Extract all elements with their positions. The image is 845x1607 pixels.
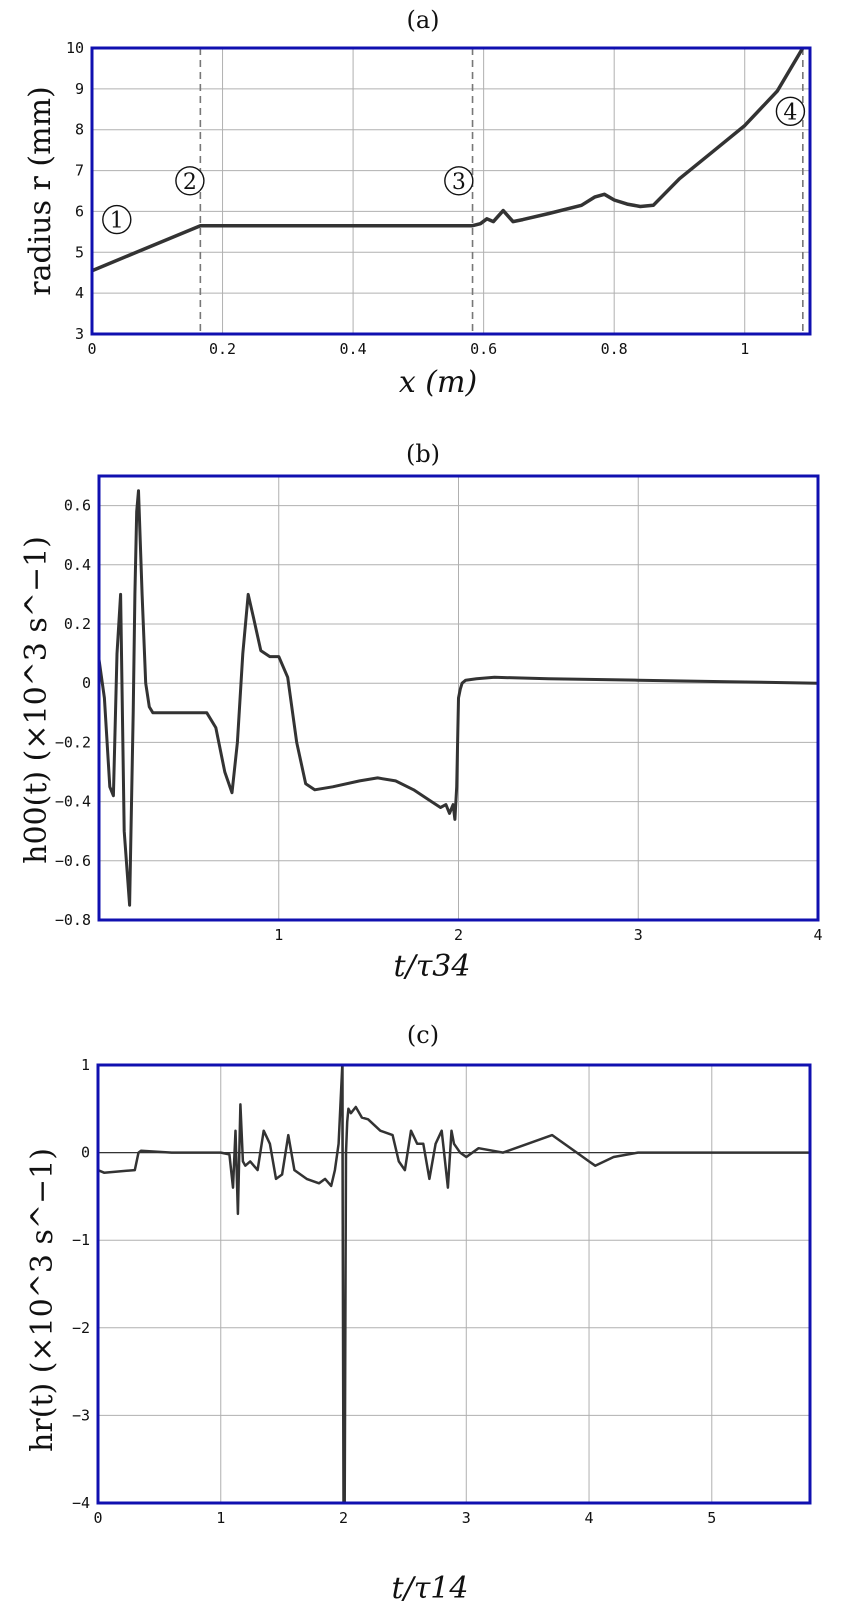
x-tick-label: 0.6 <box>470 340 497 358</box>
region-marker: 4 <box>775 96 806 127</box>
y-tick-label: 4 <box>75 284 84 302</box>
region-marker-label: 1 <box>110 209 124 234</box>
y-tick-label: 5 <box>75 243 84 261</box>
y-tick-label: 1 <box>81 1056 90 1074</box>
y-tick-label: −2 <box>72 1319 90 1337</box>
panel-b: (b) 1 2 3 4 −0.8 −0.6 −0.4 −0.2 0 0.2 0.4 0.6 t/τ34… <box>19 440 823 984</box>
region-marker: 2 <box>175 166 205 196</box>
plot-frame <box>96 1063 812 1505</box>
x-tick-label: 4 <box>813 926 822 944</box>
x-axis-label: t/τ34 <box>394 949 471 984</box>
tick-labels: 1 2 3 4 −0.8 −0.6 −0.4 −0.2 0 0.2 0.4 0.6 <box>55 497 823 944</box>
series-line <box>91 47 805 273</box>
y-axis-label: radius r (mm) <box>23 86 58 295</box>
grid <box>97 1064 810 1504</box>
series-line <box>97 1063 810 1505</box>
x-tick-label: 0.2 <box>209 340 236 358</box>
panel-c: (c) 0 1 2 3 4 5 −4 −3 −2 −1 0 1 t/τ14 hr(t) (×10^3 … <box>25 1021 812 1606</box>
y-axis-label: hr(t) (×10^3 s^−1) <box>25 1148 60 1452</box>
region-marker-circle <box>175 166 205 196</box>
region-marker-label: 2 <box>183 170 197 195</box>
x-tick-label: 3 <box>634 926 643 944</box>
x-axis-label: x (m) <box>399 365 477 400</box>
panel-a: (a) 0 0.2 0.4 0.6 0.8 1 3 4 5 6 7 8 9 10 1 2 3 4 x (m) r… <box>23 6 812 400</box>
region-marker-label: 4 <box>783 100 797 125</box>
x-tick-label: 2 <box>339 1509 348 1527</box>
y-tick-label: 3 <box>75 325 84 343</box>
y-tick-label: −1 <box>72 1231 90 1249</box>
x-tick-label: 0 <box>87 340 96 358</box>
region-marker-circle <box>444 166 474 196</box>
tick-labels: 0 0.2 0.4 0.6 0.8 1 3 4 5 6 7 8 9 10 <box>66 39 749 358</box>
y-tick-label: −4 <box>72 1494 90 1512</box>
x-axis-label: t/τ14 <box>392 1571 469 1606</box>
y-tick-label: 0.4 <box>64 556 91 574</box>
series-line <box>97 489 819 907</box>
x-tick-label: 1 <box>216 1509 225 1527</box>
y-axis-label: h00(t) (×10^3 s^−1) <box>19 536 54 864</box>
y-tick-label: 0.6 <box>64 497 91 515</box>
y-tick-label: 7 <box>75 162 84 180</box>
y-tick-label: −0.8 <box>55 911 91 929</box>
y-tick-label: −0.4 <box>55 793 91 811</box>
x-tick-label: 3 <box>462 1509 471 1527</box>
x-tick-label: 5 <box>707 1509 716 1527</box>
y-tick-label: −3 <box>72 1406 90 1424</box>
tick-labels: 0 1 2 3 4 5 −4 −3 −2 −1 0 1 <box>72 1056 716 1527</box>
region-marker: 1 <box>102 204 132 235</box>
x-tick-label: 4 <box>585 1509 594 1527</box>
x-tick-label: 0.4 <box>340 340 367 358</box>
y-tick-label: 10 <box>66 39 84 57</box>
region-markers: 1 2 3 4 <box>102 96 806 235</box>
x-tick-label: 1 <box>740 340 749 358</box>
region-marker: 3 <box>444 166 474 196</box>
panel-title: (a) <box>406 6 439 34</box>
y-tick-label: 0 <box>82 674 91 692</box>
panel-title: (b) <box>406 440 440 468</box>
region-marker-label: 3 <box>452 170 466 195</box>
x-tick-label: 1 <box>274 926 283 944</box>
panel-title: (c) <box>407 1021 439 1049</box>
y-tick-label: 0.2 <box>64 615 91 633</box>
x-tick-label: 0 <box>93 1509 102 1527</box>
y-tick-label: 9 <box>75 80 84 98</box>
plot-frame <box>90 46 812 336</box>
region-marker-circle <box>102 204 132 235</box>
y-tick-label: 0 <box>81 1144 90 1162</box>
plot-frame <box>97 474 820 922</box>
reference-lines <box>199 48 804 334</box>
y-tick-label: −0.2 <box>55 733 91 751</box>
y-tick-label: −0.6 <box>55 852 91 870</box>
region-marker-circle <box>775 96 806 127</box>
y-tick-label: 8 <box>75 121 84 139</box>
y-tick-label: 6 <box>75 202 84 220</box>
x-tick-label: 0.8 <box>601 340 628 358</box>
x-tick-label: 2 <box>454 926 463 944</box>
